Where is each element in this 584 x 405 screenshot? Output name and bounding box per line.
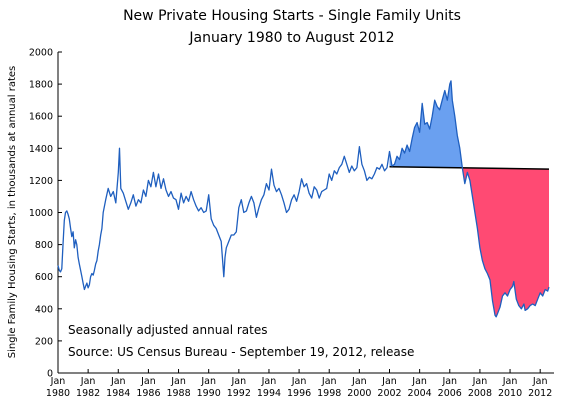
y-tick-label: 1600 xyxy=(29,112,53,123)
note-seasonal: Seasonally adjusted annual rates xyxy=(68,323,267,337)
x-tick-year: 1990 xyxy=(197,388,221,399)
x-tick-year: 2006 xyxy=(438,388,462,399)
x-tick-year: 2004 xyxy=(408,388,432,399)
x-tick-month: Jan xyxy=(140,376,156,387)
x-tick-month: Jan xyxy=(532,376,548,387)
x-tick-month: Jan xyxy=(502,376,518,387)
y-tick-label: 400 xyxy=(35,304,53,315)
x-tick-year: 1992 xyxy=(227,388,251,399)
x-tick-month: Jan xyxy=(411,376,427,387)
x-tick-year: 2000 xyxy=(347,388,371,399)
x-tick-year: 2002 xyxy=(377,388,401,399)
y-tick-label: 2000 xyxy=(29,48,53,59)
y-tick-label: 1400 xyxy=(29,144,53,155)
x-tick-month: Jan xyxy=(351,376,367,387)
x-tick-year: 2010 xyxy=(498,388,522,399)
series-line xyxy=(57,80,550,318)
x-tick-year: 1982 xyxy=(76,388,100,399)
x-tick-year: 2012 xyxy=(528,388,552,399)
x-tick-year: 1984 xyxy=(106,388,130,399)
y-tick-label: 1800 xyxy=(29,80,53,91)
x-tick-year: 1980 xyxy=(46,388,70,399)
y-tick-label: 200 xyxy=(35,336,53,347)
x-tick-year: 1998 xyxy=(317,388,341,399)
chart-subtitle: January 1980 to August 2012 xyxy=(188,30,394,46)
x-tick-month: Jan xyxy=(200,376,216,387)
y-axis-label: Single Family Housing Starts, in thousan… xyxy=(7,66,18,359)
y-tick-label: 0 xyxy=(47,369,53,380)
x-tick-year: 1994 xyxy=(257,388,281,399)
chart-title: New Private Housing Starts - Single Fami… xyxy=(123,8,461,24)
note-source: Source: US Census Bureau - September 19,… xyxy=(68,345,414,359)
y-tick-label: 1200 xyxy=(29,176,53,187)
x-tick-month: Jan xyxy=(50,376,66,387)
area-below-baseline xyxy=(462,167,549,317)
x-tick-month: Jan xyxy=(291,376,307,387)
x-tick-month: Jan xyxy=(230,376,246,387)
x-tick-year: 1988 xyxy=(166,388,190,399)
y-tick-label: 800 xyxy=(35,240,53,251)
baseline-line xyxy=(389,166,549,170)
x-tick-month: Jan xyxy=(381,376,397,387)
x-tick-month: Jan xyxy=(80,376,96,387)
x-tick-month: Jan xyxy=(170,376,186,387)
x-tick-month: Jan xyxy=(441,376,457,387)
x-tick-month: Jan xyxy=(110,376,126,387)
x-tick-year: 1996 xyxy=(287,388,311,399)
x-tick-month: Jan xyxy=(261,376,277,387)
x-tick-month: Jan xyxy=(472,376,488,387)
y-tick-label: 1000 xyxy=(29,208,53,219)
area-above-baseline xyxy=(389,80,463,168)
x-tick-month: Jan xyxy=(321,376,337,387)
y-tick-label: 600 xyxy=(35,272,53,283)
x-tick-year: 2008 xyxy=(468,388,492,399)
x-tick-year: 1986 xyxy=(136,388,160,399)
